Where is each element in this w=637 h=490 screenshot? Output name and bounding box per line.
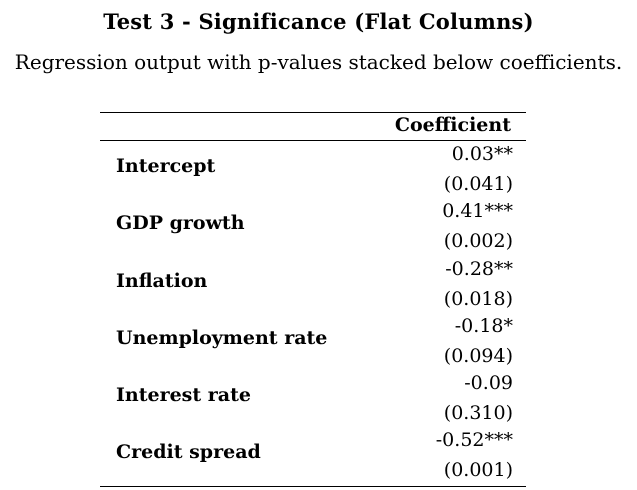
- table-row: Unemployment rate -0.18* (0.094): [100, 314, 526, 371]
- table-row: GDP growth 0.41*** (0.002): [100, 199, 526, 256]
- bottom-rule: [100, 486, 526, 487]
- table-body: Intercept 0.03** (0.041) GDP growth 0.41…: [100, 142, 526, 486]
- variable-name: Unemployment rate: [116, 326, 328, 349]
- coefficient-value: 0.03**: [451, 143, 513, 165]
- coefficient-column-header: Coefficient: [394, 114, 511, 136]
- coefficient-value: -0.28**: [445, 257, 513, 280]
- coefficient-value: -0.18*: [454, 314, 513, 337]
- table-row: Intercept 0.03** (0.041): [100, 142, 526, 199]
- top-rule: [100, 112, 526, 113]
- p-value: (0.310): [443, 402, 513, 425]
- variable-name: Intercept: [116, 155, 216, 177]
- table-title: Test 3 - Significance (Flat Columns): [103, 9, 534, 34]
- table-subtitle: Regression output with p-values stacked …: [14, 50, 623, 74]
- p-value: (0.001): [443, 459, 513, 482]
- variable-name: Inflation: [116, 269, 208, 292]
- variable-name: GDP growth: [116, 212, 245, 235]
- coefficient-value: 0.41***: [442, 200, 513, 223]
- table-row: Inflation -0.28** (0.018): [100, 257, 526, 314]
- p-value: (0.094): [443, 344, 513, 367]
- table-row: Interest rate -0.09 (0.310): [100, 371, 526, 428]
- coefficient-value: -0.52***: [435, 429, 513, 452]
- p-value: (0.018): [443, 287, 513, 310]
- header-rule: [100, 140, 526, 141]
- table-row: Credit spread -0.52*** (0.001): [100, 428, 526, 485]
- p-value: (0.041): [443, 173, 513, 195]
- p-value: (0.002): [443, 230, 513, 253]
- variable-name: Interest rate: [116, 384, 251, 407]
- coefficient-value: -0.09: [464, 372, 513, 395]
- variable-name: Credit spread: [116, 441, 261, 464]
